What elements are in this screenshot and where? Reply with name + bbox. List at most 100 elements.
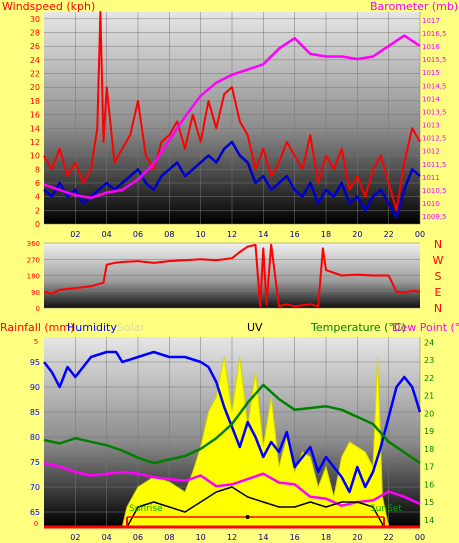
humidity-x-tick-label: 20 [352,533,362,542]
direction-y-tick-label: 270 [27,256,40,264]
wind-x-tick-label: 02 [70,230,80,239]
dewpoint-axis-title: Dew Point (°C) [392,321,459,334]
humidity-x-tick-label: 06 [133,533,143,542]
direction-y-tick-label: 0 [36,305,40,313]
temperature-y-tick-label: 21 [424,392,434,401]
humidity-axis-title: Humidity [67,321,117,334]
direction-compass-label: W [433,254,444,267]
barometer-y-tick-label: 1011,5 [422,161,447,169]
wind-y-tick-label: 28 [30,29,40,38]
barometer-y-tick-label: 1010 [422,200,440,208]
wind-y-tick-label: 8 [35,165,40,174]
barometer-y-tick-label: 1017 [422,17,440,25]
temperature-y-tick-label: 16 [424,480,434,489]
humidity-x-tick-label: 10 [196,533,206,542]
humidity-y-tick-label: 85 [30,408,40,417]
wind-y-tick-label: 2 [35,206,40,215]
direction-compass-label: E [435,286,442,299]
barometer-y-tick-label: 1011 [422,174,440,182]
temperature-y-tick-label: 24 [424,338,434,347]
barometer-y-tick-label: 1013 [422,122,440,130]
humidity-y-tick-label: 65 [30,508,40,517]
wind-axis-title: Windspeed (kph) [2,0,95,13]
solar-noon-marker [245,515,250,519]
barometer-y-tick-label: 1015 [422,69,440,77]
humidity-y-tick-label: 75 [30,458,40,467]
wind-x-tick-label: 00 [415,230,425,239]
barometer-y-tick-label: 1013,5 [422,108,447,116]
humidity-x-tick-label: 02 [70,533,80,542]
wind-average-series [43,140,421,219]
direction-series [43,243,421,308]
wind-y-tick-label: 12 [30,138,40,147]
wind-y-tick-label: 24 [30,56,40,65]
humidity-x-tick-label: 18 [321,533,331,542]
humidity-x-tick-label: 22 [384,533,394,542]
humidity-x-tick-label: 14 [258,533,268,542]
barometer-y-tick-label: 1015,5 [422,56,447,64]
sunrise-label: Sunrise [129,504,163,514]
solar-area-series [44,356,420,528]
direction-compass-label: S [435,270,442,283]
barometer-series [43,34,421,200]
temperature-axis-title: Temperature (°C) [310,321,406,334]
barometer-y-tick-label: 1016,5 [422,30,447,38]
sunset-label: SunSet [370,504,402,514]
temperature-y-tick-label: 19 [424,427,434,436]
wind-y-tick-label: 14 [30,124,40,133]
humidity-x-tick-label: 04 [102,533,112,542]
temperature-y-tick-label: 20 [424,409,434,418]
barometer-y-tick-label: 1014,5 [422,82,447,90]
direction-compass-label: N [434,302,442,315]
temperature-y-tick-label: 22 [424,374,434,383]
wind-x-tick-label: 06 [133,230,143,239]
wind-x-tick-label: 04 [102,230,112,239]
wind-x-tick-label: 14 [258,230,268,239]
barometer-axis-title: Barometer (mb) [370,0,458,13]
humidity-x-tick-label: 00 [415,533,425,542]
direction-y-tick-label: 180 [27,273,40,281]
wind-y-tick-label: 20 [30,83,40,92]
wind-x-tick-label: 08 [164,230,174,239]
solar-axis-title: Solar [117,321,146,334]
wind-x-tick-label: 22 [384,230,394,239]
wind-y-tick-label: 16 [30,111,40,120]
wind-x-tick-label: 18 [321,230,331,239]
humidity-y-tick-label: 90 [30,383,40,392]
barometer-y-tick-label: 1010,5 [422,187,447,195]
humidity-series [43,350,422,494]
rainfall-tick-label: 5 [34,338,38,346]
direction-y-tick-label: 90 [31,289,40,297]
wind-y-tick-label: 10 [30,152,40,161]
wind-x-tick-label: 16 [290,230,300,239]
wind-gust-series [43,11,421,212]
wind-y-tick-label: 18 [30,97,40,106]
humidity-x-tick-label: 16 [290,533,300,542]
wind-x-tick-label: 12 [227,230,237,239]
temperature-y-tick-label: 17 [424,463,434,472]
wind-y-tick-label: 26 [30,42,40,51]
temperature-y-tick-label: 23 [424,356,434,365]
direction-y-tick-label: 360 [27,240,40,248]
uv-axis-title: UV [247,321,263,334]
humidity-x-tick-label: 12 [227,533,237,542]
barometer-y-tick-label: 1009,5 [422,213,447,221]
temperature-y-tick-label: 18 [424,445,434,454]
wind-y-tick-label: 30 [30,15,40,24]
barometer-y-tick-label: 1016 [422,43,440,51]
humidity-y-tick-label: 70 [30,483,40,492]
wind-y-tick-label: 22 [30,70,40,79]
humidity-y-tick-label: 80 [30,433,40,442]
humidity-x-tick-label: 08 [164,533,174,542]
barometer-y-tick-label: 1014 [422,95,440,103]
wind-y-tick-label: 6 [35,179,40,188]
temperature-y-tick-label: 14 [424,516,434,525]
barometer-y-tick-label: 1012,5 [422,135,447,143]
wind-x-tick-label: 20 [352,230,362,239]
direction-compass-label: N [434,238,442,251]
barometer-y-tick-label: 1012 [422,148,440,156]
rainfall-axis-title: Rainfall (mm) [0,321,74,334]
temperature-series [43,383,421,465]
wind-x-tick-label: 10 [196,230,206,239]
